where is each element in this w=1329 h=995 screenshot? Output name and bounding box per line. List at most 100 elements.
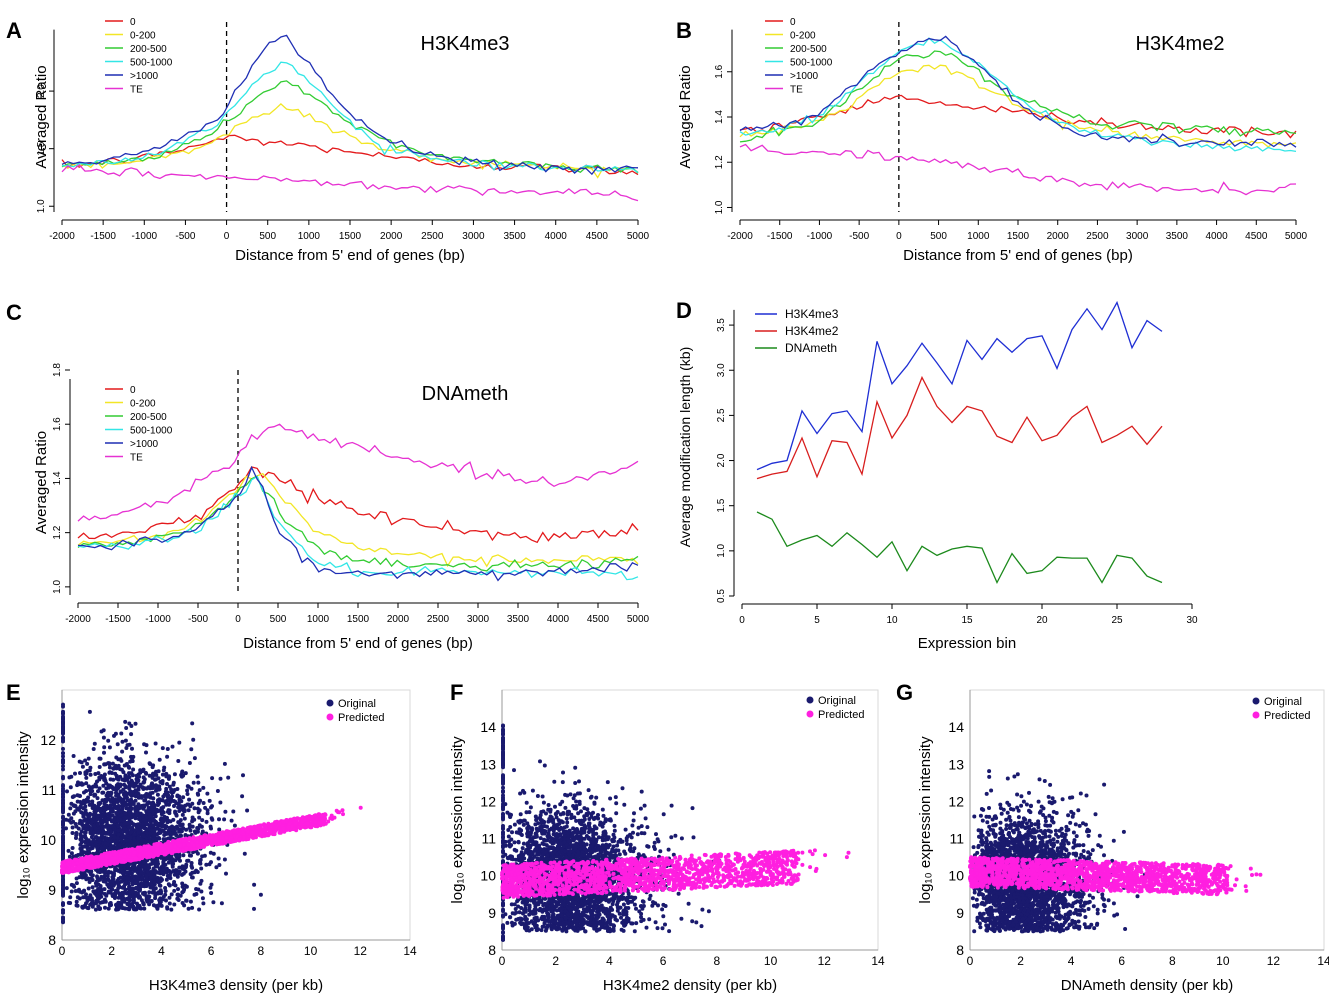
point-original <box>82 844 87 849</box>
point-original <box>180 769 185 774</box>
point-predicted <box>95 859 100 864</box>
y-tick-label: 12 <box>40 732 56 748</box>
point-predicted <box>273 828 278 833</box>
point-original <box>160 818 165 823</box>
point-original <box>61 711 65 716</box>
point-original <box>673 833 678 838</box>
point-original <box>512 822 517 827</box>
legend-label: DNAmeth <box>785 341 837 355</box>
point-original <box>208 824 213 829</box>
x-tick-label: -1000 <box>807 231 833 242</box>
legend-label: H3K4me3 <box>785 307 839 321</box>
point-original <box>95 796 100 801</box>
point-original <box>98 906 102 911</box>
point-original <box>189 747 194 752</box>
point-original <box>160 798 165 803</box>
point-original <box>137 774 142 779</box>
point-original <box>131 754 136 759</box>
point-original <box>171 817 176 822</box>
point-original <box>175 896 180 901</box>
point-original <box>90 789 95 793</box>
point-original <box>187 853 192 858</box>
point-original <box>117 843 122 847</box>
point-original <box>164 877 169 882</box>
x-tick-label: 4500 <box>1245 231 1268 242</box>
point-original <box>190 801 195 806</box>
point-predicted <box>86 863 91 868</box>
point-original <box>164 771 169 776</box>
point-predicted <box>173 844 177 849</box>
point-original <box>700 907 705 912</box>
x-tick-label: 4500 <box>586 231 609 242</box>
point-original <box>144 875 149 880</box>
point-original <box>103 762 108 767</box>
series-line-0 <box>77 466 639 544</box>
point-original <box>123 880 128 885</box>
x-tick-label: 14 <box>871 954 885 968</box>
point-original <box>103 841 108 846</box>
point-original <box>104 837 109 842</box>
point-original <box>179 829 184 834</box>
point-original <box>69 801 74 806</box>
point-predicted <box>261 833 266 838</box>
point-predicted <box>115 860 120 865</box>
point-original <box>83 772 88 777</box>
x-tick-label: 2500 <box>427 614 450 625</box>
point-predicted <box>232 829 237 834</box>
point-original <box>108 838 113 843</box>
point-original <box>131 904 136 909</box>
point-original <box>98 900 103 905</box>
point-original <box>182 816 187 821</box>
point-original <box>149 875 154 880</box>
y-tick-label: 12 <box>480 793 496 809</box>
point-original <box>61 751 65 756</box>
point-original <box>162 765 167 770</box>
point-original <box>126 901 131 906</box>
point-original <box>242 851 247 856</box>
point-original <box>654 832 658 837</box>
legend-label: TE <box>790 85 803 96</box>
point-original <box>94 883 99 888</box>
x-tick-label: 15 <box>961 615 973 626</box>
point-predicted <box>251 830 256 835</box>
point-original <box>132 832 137 837</box>
point-original <box>163 862 168 867</box>
x-tick-label: 1500 <box>347 614 370 625</box>
point-original <box>109 870 113 875</box>
point-original <box>127 825 132 830</box>
point-original <box>149 899 154 903</box>
point-predicted <box>341 812 345 817</box>
point-original <box>74 831 79 835</box>
x-axis-label: Distance from 5' end of genes (bp) <box>243 635 473 652</box>
point-original <box>128 820 133 825</box>
point-original <box>104 803 109 808</box>
point-predicted <box>163 842 167 847</box>
point-original <box>156 803 160 807</box>
point-original <box>82 790 86 795</box>
point-original <box>101 829 106 834</box>
point-original <box>78 771 82 775</box>
point-original <box>218 776 223 781</box>
point-original <box>198 861 202 866</box>
point-original <box>147 824 152 829</box>
point-original <box>105 791 110 796</box>
point-predicted <box>168 843 173 848</box>
point-predicted <box>242 835 246 840</box>
point-predicted <box>138 848 143 853</box>
point-original <box>176 759 181 763</box>
x-tick-label: 0 <box>896 231 902 242</box>
point-original <box>117 885 122 890</box>
point-predicted <box>199 840 204 844</box>
point-original <box>179 833 183 838</box>
point-original <box>171 780 176 785</box>
point-predicted <box>224 835 229 840</box>
point-original <box>153 886 158 891</box>
series-line-3 <box>61 61 639 173</box>
point-original <box>169 892 174 897</box>
chart-title: H3K4me2 <box>1136 33 1225 55</box>
point-original <box>167 895 172 900</box>
point-original <box>182 809 187 814</box>
point-original <box>181 795 186 800</box>
point-predicted <box>312 813 317 818</box>
y-tick-label: 1.6 <box>714 64 725 78</box>
